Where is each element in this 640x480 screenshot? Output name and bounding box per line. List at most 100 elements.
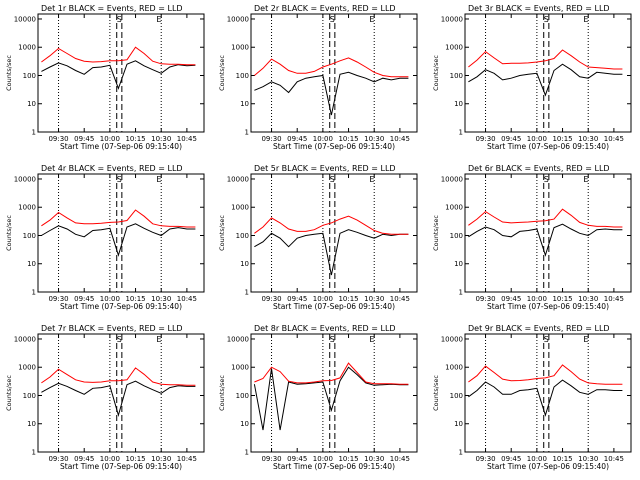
x-tick-label: 09:45 — [501, 295, 521, 303]
chart-title: Det 6r BLACK = Events, RED = LLD — [468, 164, 610, 173]
series-line-lld — [254, 57, 409, 78]
x-tick-label: 09:30 — [475, 295, 495, 303]
x-axis-label: Start Time (07-Sep-06 09:15:40) — [60, 142, 182, 151]
series-line-lld — [254, 215, 409, 235]
x-tick-label: 09:30 — [48, 295, 68, 303]
chart-panel-6: Det 6r BLACK = Events, RED = LLD 1 10 100 10… — [432, 164, 632, 311]
y-tick-label: 1 — [459, 289, 463, 297]
chart-title: Det 3r BLACK = Events, RED = LLD — [468, 4, 610, 13]
x-tick-label: 10:00 — [100, 455, 120, 463]
y-axis-label: Counts/sec — [432, 215, 440, 251]
y-tick-label: 100 — [450, 232, 463, 240]
x-tick-label: 10:30 — [578, 295, 598, 303]
plot-frame — [464, 173, 632, 293]
plot-frame — [464, 333, 632, 453]
y-tick-label: 1 — [459, 449, 463, 457]
x-axis-label: Start Time (07-Sep-06 09:15:40) — [273, 462, 395, 471]
y-tick-label: 100 — [236, 392, 249, 400]
x-tick-label: 10:15 — [552, 135, 572, 143]
x-tick-label: 10:00 — [100, 295, 120, 303]
chart-title: Det 9r BLACK = Events, RED = LLD — [468, 324, 610, 333]
x-tick-label: 10:15 — [338, 295, 358, 303]
marker-e-label: E — [156, 175, 161, 184]
chart-panel-3: Det 3r BLACK = Events, RED = LLD 1 10 100 10… — [432, 4, 632, 151]
x-tick-label: 09:45 — [74, 455, 94, 463]
marker-s-label: S — [330, 15, 335, 24]
chart-panel-5: Det 5r BLACK = Events, RED = LLD 1 10 100 10… — [218, 164, 418, 311]
x-tick-label: 10:45 — [177, 455, 197, 463]
chart-title: Det 7r BLACK = Events, RED = LLD — [41, 324, 183, 333]
marker-e-label: E — [156, 15, 161, 24]
series-line-lld — [41, 367, 196, 386]
y-axis-label: Counts/sec — [218, 55, 226, 91]
y-tick-label: 100 — [23, 392, 36, 400]
series-line-lld — [468, 364, 623, 385]
x-axis-label: Start Time (07-Sep-06 09:15:40) — [487, 462, 609, 471]
series-line-events — [254, 71, 409, 116]
y-tick-label: 10000 — [441, 15, 463, 23]
marker-s-label: S — [330, 175, 335, 184]
x-tick-label: 09:45 — [287, 295, 307, 303]
y-tick-label: 100 — [450, 392, 463, 400]
y-tick-label: 100 — [23, 232, 36, 240]
y-tick-label: 10 — [454, 420, 463, 428]
y-tick-label: 10000 — [14, 15, 36, 23]
y-tick-label: 1 — [32, 449, 36, 457]
y-tick-label: 10000 — [14, 175, 36, 183]
series-line-events — [468, 63, 623, 97]
y-axis-label: Counts/sec — [432, 55, 440, 91]
marker-e-label: E — [583, 15, 588, 24]
plot-frame — [464, 13, 632, 133]
marker-s-label: S — [117, 15, 122, 24]
y-tick-label: 1000 — [445, 204, 463, 212]
x-tick-label: 09:30 — [475, 455, 495, 463]
y-tick-label: 1000 — [18, 364, 36, 372]
x-tick-label: 10:45 — [604, 135, 624, 143]
x-tick-label: 10:45 — [177, 295, 197, 303]
x-tick-label: 10:00 — [313, 135, 333, 143]
y-tick-label: 10000 — [227, 175, 249, 183]
series-line-events — [41, 60, 196, 90]
x-tick-label: 10:45 — [604, 295, 624, 303]
y-tick-label: 1000 — [18, 44, 36, 52]
chart-panel-2: Det 2r BLACK = Events, RED = LLD 1 10 100 10… — [218, 4, 418, 151]
marker-e-label: E — [583, 335, 588, 344]
marker-e-label: E — [369, 175, 374, 184]
x-tick-label: 10:00 — [527, 135, 547, 143]
series-line-events — [41, 380, 196, 418]
y-tick-label: 1000 — [18, 204, 36, 212]
x-tick-label: 10:00 — [100, 135, 120, 143]
plot-frame — [250, 173, 418, 293]
chart-title: Det 4r BLACK = Events, RED = LLD — [41, 164, 183, 173]
x-tick-label: 09:45 — [74, 295, 94, 303]
x-tick-label: 10:00 — [313, 295, 333, 303]
y-axis-label: Counts/sec — [218, 215, 226, 251]
y-tick-label: 10 — [454, 260, 463, 268]
y-tick-label: 1 — [245, 449, 249, 457]
y-axis-label: Counts/sec — [5, 55, 13, 91]
x-tick-label: 10:30 — [364, 455, 384, 463]
x-tick-label: 09:45 — [287, 455, 307, 463]
chart-panel-9: Det 9r BLACK = Events, RED = LLD 1 10 100 10… — [432, 324, 632, 471]
y-tick-label: 1000 — [445, 44, 463, 52]
y-tick-label: 1000 — [231, 204, 249, 212]
x-tick-label: 10:45 — [604, 455, 624, 463]
marker-e-label: E — [369, 15, 374, 24]
chart-title: Det 8r BLACK = Events, RED = LLD — [254, 324, 396, 333]
marker-s-label: S — [544, 335, 549, 344]
series-line-lld — [468, 208, 623, 228]
x-tick-label: 10:30 — [151, 135, 171, 143]
marker-s-label: S — [544, 15, 549, 24]
y-tick-label: 10000 — [14, 335, 36, 343]
y-tick-label: 100 — [236, 232, 249, 240]
x-axis-label: Start Time (07-Sep-06 09:15:40) — [273, 302, 395, 311]
x-tick-label: 09:30 — [261, 135, 281, 143]
y-tick-label: 1000 — [231, 364, 249, 372]
x-tick-label: 09:30 — [475, 135, 495, 143]
series-line-lld — [468, 49, 623, 70]
y-tick-label: 1000 — [231, 44, 249, 52]
x-tick-label: 09:30 — [261, 455, 281, 463]
y-tick-label: 10 — [240, 420, 249, 428]
y-tick-label: 10 — [27, 420, 36, 428]
y-tick-label: 1 — [32, 289, 36, 297]
